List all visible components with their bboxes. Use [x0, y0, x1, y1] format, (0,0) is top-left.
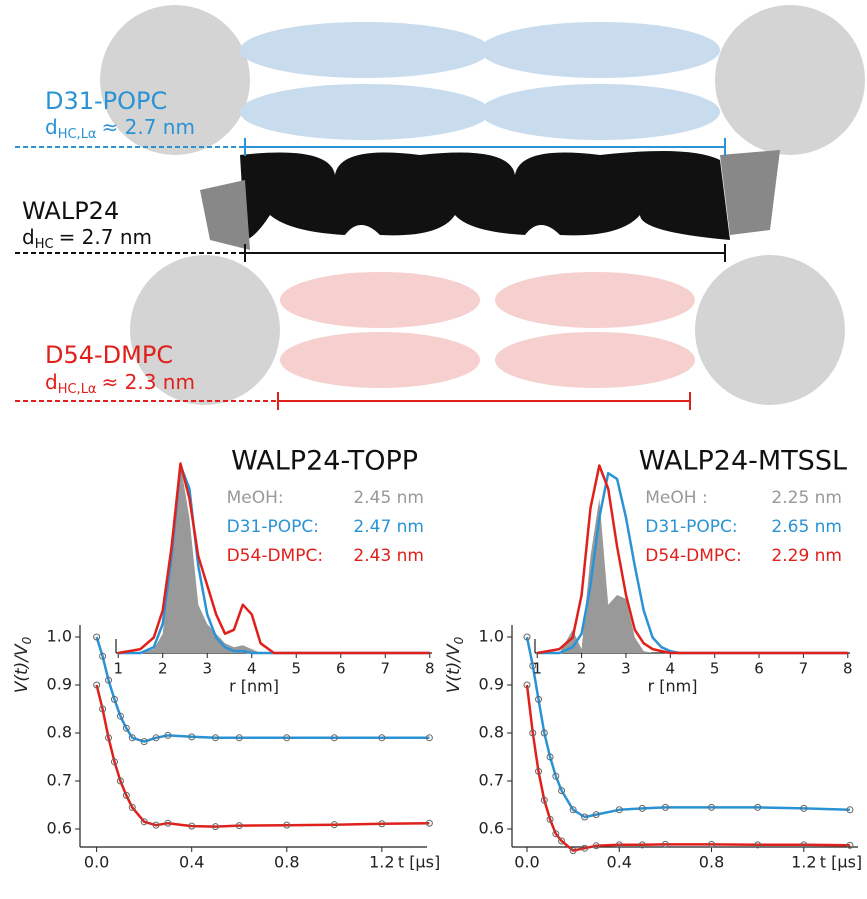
x-tick-label: 5 [710, 660, 720, 678]
y-label-subscript: 0 [452, 636, 466, 644]
series-value: 2.43 nm [353, 546, 424, 566]
series-value: 2.65 nm [771, 517, 842, 537]
x-tick-label: 0.0 [514, 853, 539, 872]
x-axis-label: r [nm] [648, 677, 698, 696]
inset-chart: 1 2 3 4 5 6 7 8 r [nm] WALP24-MTSSL MeOH : 2.25 nm D… [531, 430, 854, 696]
x-tick-label: 8 [425, 660, 435, 678]
x-tick-label: 0.8 [274, 853, 299, 872]
d: d [22, 225, 35, 249]
chain [495, 332, 695, 388]
series-name: D54-DMPC: [227, 546, 323, 566]
y-tick-label: 0.6 [479, 819, 504, 838]
thickness-label: dHC = 2.7 nm [22, 225, 152, 252]
scale-bar [278, 392, 690, 410]
y-tick-label: 1.0 [479, 627, 504, 646]
chain [240, 84, 490, 140]
x-tick-label: 7 [380, 660, 390, 678]
y-label-text: V(t)/V [444, 643, 464, 693]
series-name: MeOH: [227, 488, 284, 508]
membrane-label: D54-DMPC [45, 341, 173, 369]
y-tick-label: 1.0 [47, 627, 72, 646]
x-tick-label: 0.4 [607, 853, 632, 872]
chain [495, 272, 695, 328]
series-value: 2.45 nm [353, 488, 424, 508]
headgroup [715, 5, 865, 155]
thickness-label: dHC,Lα ≈ 2.3 nm [45, 370, 195, 397]
x-tick-label: 1 [532, 660, 542, 678]
line [527, 685, 850, 851]
y-tick-label: 0.7 [47, 771, 72, 790]
series-name: D31-POPC: [645, 517, 737, 537]
y-tick-label: 0.9 [47, 675, 72, 694]
schematic: D31-POPC dHC,Lα≈ 2.7 nm WALP24 dHC= 2.7 … [15, 5, 865, 410]
headgroup [695, 255, 845, 405]
peptide-label: WALP24 [22, 197, 119, 225]
subscript: HC,Lα [58, 382, 97, 397]
thickness-label: dHC,Lα ≈ 2.7 nm [45, 115, 195, 142]
x-tick-label: 8 [843, 660, 853, 678]
x-tick-label: 2 [577, 660, 587, 678]
series-name: D31-POPC: [227, 517, 319, 537]
series-value: 2.29 nm [771, 546, 842, 566]
x-tick-label: 2 [158, 660, 168, 678]
chart-title: WALP24-MTSSL [639, 446, 847, 477]
x-tick-label: 7 [799, 660, 809, 678]
y-axis-label: V(t)/V0 [444, 636, 466, 693]
membrane-label: D31-POPC [45, 87, 167, 115]
subscript: HC,Lα [58, 127, 97, 142]
chain [480, 22, 720, 78]
x-tick-label: 4 [247, 660, 257, 678]
y-tick-label: 0.8 [47, 723, 72, 742]
x-tick-label: 3 [621, 660, 631, 678]
scale-bar [245, 244, 725, 262]
d: d [45, 370, 58, 394]
x-axis-label: r [nm] [229, 677, 279, 696]
chain [480, 84, 720, 140]
x-axis-label: t [µs] [398, 853, 440, 872]
d: d [45, 115, 58, 139]
inset-chart: 1 2 3 4 5 6 7 8 r [nm] WALP24-TOPP MeOH: 2.45 nm D31… [112, 430, 436, 696]
y-tick-label: 0.8 [479, 723, 504, 742]
value: = 2.7 nm [59, 225, 152, 249]
value: ≈ 2.3 nm [102, 370, 195, 394]
chart-title: WALP24-TOPP [231, 446, 418, 477]
y-axis-label: V(t)/V0 [12, 636, 34, 693]
x-tick-label: 4 [666, 660, 676, 678]
chain [280, 332, 480, 388]
chain [240, 22, 490, 78]
subscript: HC [35, 237, 54, 252]
y-tick-label: 0.7 [479, 771, 504, 790]
y-tick-label: 0.9 [479, 675, 504, 694]
x-tick-label: 0.8 [699, 853, 724, 872]
figure: D31-POPC dHC,Lα≈ 2.7 nm WALP24 dHC= 2.7 … [0, 0, 867, 899]
x-tick-label: 0.4 [179, 853, 204, 872]
y-label-text: V(t)/V [12, 643, 32, 693]
y-tick-label: 0.6 [47, 819, 72, 838]
x-tick-label: 5 [291, 660, 301, 678]
x-tick-label: 6 [754, 660, 764, 678]
y-label-subscript: 0 [20, 636, 34, 644]
series-value: 2.25 nm [771, 488, 842, 508]
helix [240, 151, 730, 240]
x-tick-label: 3 [202, 660, 212, 678]
line [97, 685, 430, 827]
x-axis-label: t [µs] [820, 853, 862, 872]
x-tick-label: 1.2 [791, 853, 816, 872]
x-tick-label: 1 [113, 660, 123, 678]
series-name: D54-DMPC: [645, 546, 741, 566]
chain [280, 272, 480, 328]
x-tick-label: 0.0 [84, 853, 109, 872]
series-value: 2.47 nm [353, 517, 424, 537]
x-tick-label: 6 [336, 660, 346, 678]
value: ≈ 2.7 nm [102, 115, 195, 139]
series-name: MeOH : [645, 488, 707, 508]
x-tick-label: 1.2 [369, 853, 394, 872]
